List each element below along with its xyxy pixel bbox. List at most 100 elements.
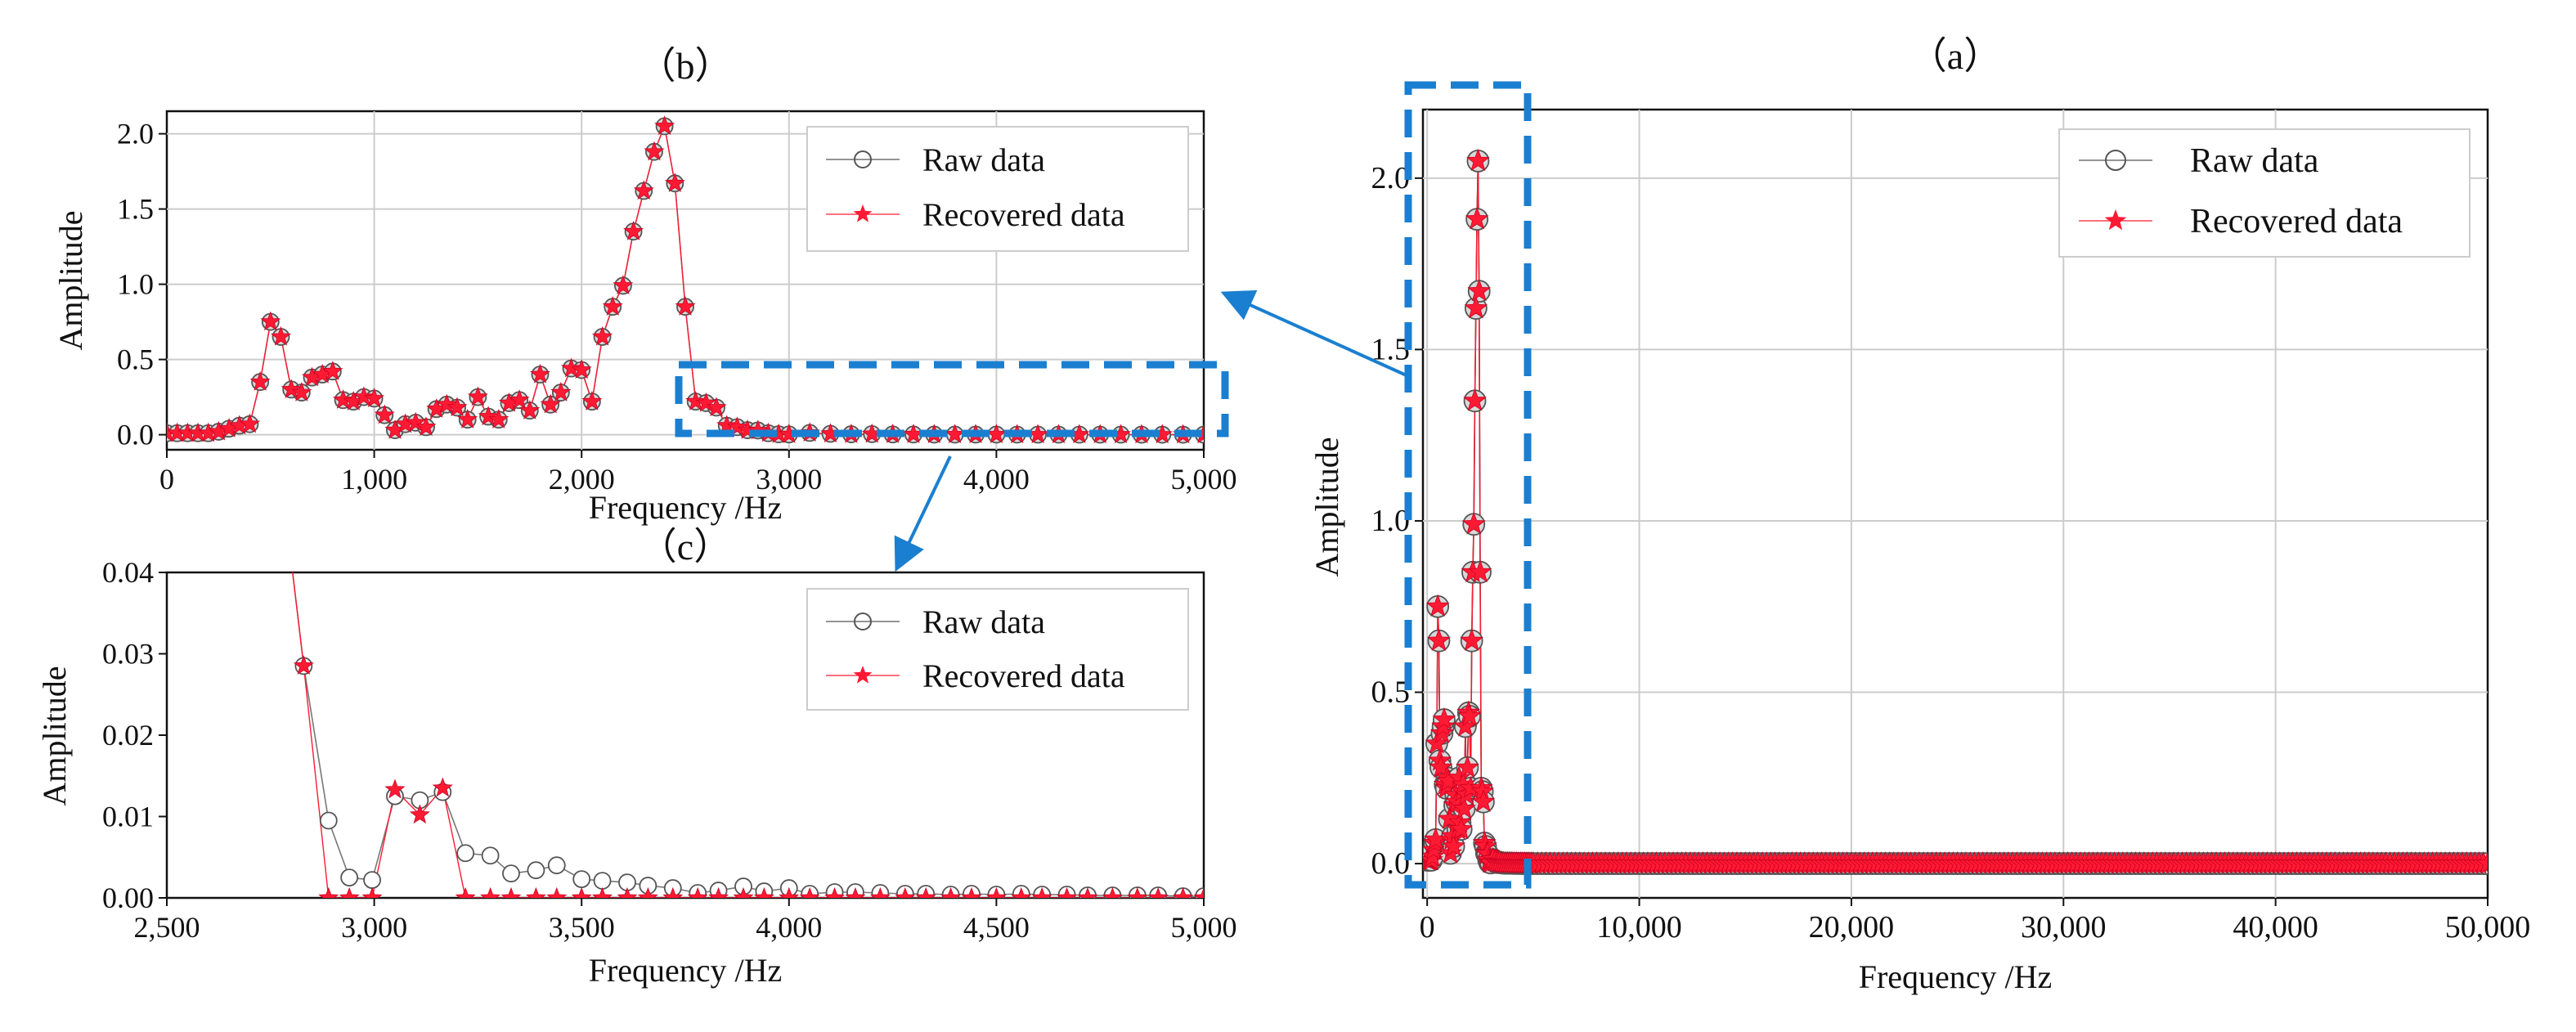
recovered-data-point: [530, 363, 550, 384]
panel-b-xlabel: Frequency /Hz: [589, 489, 783, 526]
panel-b-plot-frame: [165, 110, 1205, 451]
recovered-data-point: [654, 115, 675, 136]
panel-a-legend-raw-marker: [2105, 150, 2126, 171]
x-tick-label: 30,000: [2021, 910, 2107, 945]
raw-data-point: [547, 856, 566, 875]
panel-c-title: （c）: [640, 526, 731, 568]
recovered-data-point: [432, 777, 453, 797]
y-tick-label: 0.5: [1371, 675, 1411, 710]
x-tick-label: 4,000: [963, 463, 1030, 496]
recovered-data-point: [1427, 628, 1451, 651]
recovered-data-point: [1031, 886, 1052, 898]
recovered-data-point: [1468, 559, 1492, 583]
raw-data-point: [502, 864, 520, 883]
recovered-data-point: [500, 886, 522, 898]
panel-c-legend-raw-label: Raw data: [922, 603, 1045, 640]
x-tick-label: 2,500: [134, 911, 200, 944]
zoom-box-panel-b: [675, 361, 1229, 437]
recovered-data-point: [733, 886, 754, 898]
x-tick-label: 3,500: [549, 911, 615, 944]
recovered-data-point: [1193, 886, 1204, 898]
panel-a-chart: 0 10,000 20,000 30,000 40,000 50,000 0.0 0.5 1.0…: [1308, 35, 2530, 995]
recovered-data-point: [488, 409, 509, 429]
recovered-data-point: [405, 411, 426, 432]
recovered-data-point: [1102, 886, 1123, 898]
x-tick-label: 40,000: [2233, 910, 2318, 945]
recovered-data-point: [271, 325, 291, 346]
recovered-data-point: [845, 886, 866, 898]
recovered-data-point: [239, 413, 260, 433]
panel-a-legend-raw-label: Raw data: [2190, 142, 2319, 180]
panel-c-series: [274, 482, 1204, 898]
recovered-data-point: [249, 371, 271, 391]
x-tick-label: 5,000: [1171, 463, 1237, 496]
recovered-data-point: [374, 404, 395, 424]
recovered-data-point: [274, 482, 293, 500]
x-tick-label: 0: [1420, 910, 1435, 945]
recovered-data-point: [662, 886, 684, 898]
recovered-data-point: [1429, 755, 1453, 778]
x-tick-label: 0: [159, 463, 174, 496]
panel-b-legend-rec-marker: [853, 204, 873, 222]
panel-c-ylabel: Amplitude: [36, 666, 73, 805]
panel-b-legend-raw-label: Raw data: [922, 141, 1045, 178]
raw-data-point: [340, 868, 359, 887]
recovered-data-point: [409, 804, 430, 824]
recovered-data-point: [519, 400, 541, 420]
panel-b-legend: Raw data Recovered data: [806, 126, 1189, 252]
recovered-data-point: [685, 390, 707, 411]
recovered-data-point: [457, 409, 478, 429]
recovered-data-point: [940, 886, 962, 898]
x-tick-label: 3,000: [756, 463, 822, 496]
panel-c-legend-raw-marker: [854, 612, 872, 630]
recovered-data-point: [561, 357, 581, 378]
recovered-data-point: [779, 886, 800, 898]
recovered-data-point: [571, 886, 592, 898]
panel-a-series: [1423, 148, 2488, 875]
panel-c-legend-box: [806, 588, 1189, 711]
recovered-data-point: [1467, 278, 1492, 302]
recovered-data-point: [687, 886, 708, 898]
recovered-data-point: [1438, 806, 1461, 829]
recovered-data-point: [1464, 295, 1488, 319]
recovered-data-point: [1173, 886, 1194, 898]
panel-b-legend-box: [806, 126, 1189, 252]
panel-b-legend-raw-marker: [854, 150, 872, 168]
recovered-data-point: [581, 390, 603, 411]
x-tick-label: 4,000: [756, 911, 822, 944]
y-tick-label: 1.0: [117, 268, 154, 301]
recovered-data-point: [361, 886, 383, 898]
recovered-data-point: [985, 886, 1007, 898]
recovered-data-point: [1457, 703, 1482, 727]
recovered-data-point: [592, 325, 613, 346]
panel-c-xlabel: Frequency /Hz: [589, 952, 783, 989]
recovered-data-point: [1466, 148, 1490, 172]
zoom-box-panel-a: [1404, 81, 1532, 889]
recovered-data-point: [895, 886, 916, 898]
arrow-a-to-b: [1220, 289, 1409, 378]
recovered-data-point: [726, 416, 747, 437]
recovered-data-point: [332, 389, 354, 409]
panel-a-title: （a）: [1910, 35, 2001, 77]
panel-a-legend: Raw data Recovered data: [2058, 128, 2471, 258]
panel-b-chart: 0 1,000 2,000 3,000 4,000 5,000 0.0 0.5 1.0 1.5 2.…: [52, 45, 1237, 526]
recovered-data-point: [318, 886, 339, 898]
y-tick-label: 0.0: [1371, 846, 1411, 881]
recovered-data-point: [602, 296, 623, 316]
recovered-data-point: [1460, 628, 1484, 651]
y-tick-label: 2.0: [1371, 161, 1411, 195]
recovered-data-point: [540, 393, 561, 414]
recovered-data-point: [1449, 817, 1474, 840]
panel-c-legend-rec-marker: [853, 666, 873, 684]
panel-b-legend-rec-label: Recovered data: [922, 196, 1125, 233]
y-tick-label: 0.5: [117, 343, 154, 376]
panel-c-ticks: 2,500 3,000 3,500 4,000 4,500 5,000 0.00 0.01 0.…: [102, 556, 1237, 944]
recovered-data-point: [280, 379, 302, 399]
recovered-data-point: [613, 275, 634, 295]
recovered-data-point: [695, 392, 716, 412]
recovered-data-point: [364, 388, 385, 408]
x-tick-label: 3,000: [341, 911, 407, 944]
recovered-data-line: [1427, 160, 2488, 864]
recovered-data-point: [1432, 707, 1456, 730]
